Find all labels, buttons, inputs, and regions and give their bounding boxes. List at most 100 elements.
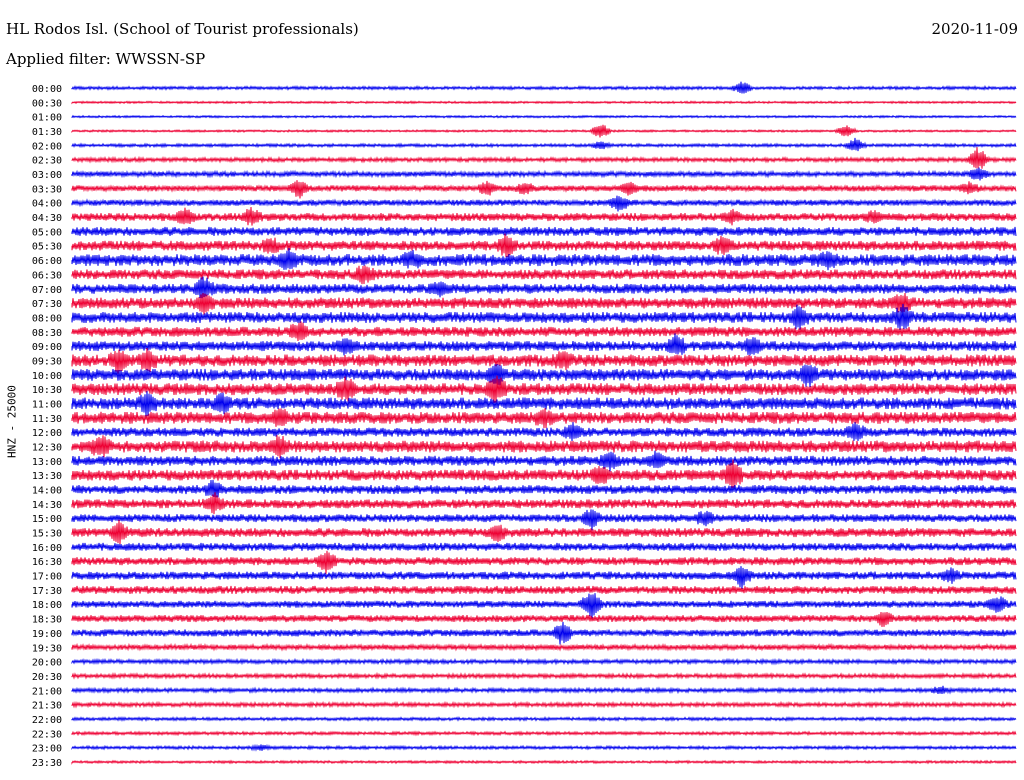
trace-line bbox=[71, 519, 1017, 545]
trace-line bbox=[71, 363, 1017, 388]
time-tick-label: 06:00 bbox=[32, 256, 62, 267]
trace-line bbox=[71, 435, 1017, 459]
trace-line bbox=[71, 715, 1017, 723]
trace-line bbox=[71, 479, 1017, 498]
time-tick-label: 00:00 bbox=[32, 84, 62, 95]
trace-line bbox=[71, 593, 1017, 619]
time-tick-label: 07:30 bbox=[32, 299, 62, 310]
trace-line bbox=[71, 422, 1017, 442]
time-tick-label: 04:00 bbox=[32, 199, 62, 210]
time-tick-label: 07:00 bbox=[32, 285, 62, 296]
trace-line bbox=[71, 226, 1017, 236]
trace-line bbox=[71, 585, 1017, 595]
time-tick-label: 11:30 bbox=[32, 414, 62, 425]
trace-line bbox=[71, 333, 1017, 356]
trace-line bbox=[71, 621, 1017, 645]
record-date: 2020-11-09 bbox=[931, 20, 1018, 38]
time-tick-label: 14:00 bbox=[32, 486, 62, 497]
time-tick-label: 22:00 bbox=[32, 715, 62, 726]
time-tick-label: 00:30 bbox=[32, 98, 62, 109]
time-tick-label: 10:30 bbox=[32, 385, 62, 396]
trace-line bbox=[71, 730, 1017, 737]
time-tick-label: 05:00 bbox=[32, 227, 62, 238]
trace-line bbox=[71, 700, 1017, 709]
time-tick-label: 10:00 bbox=[32, 371, 62, 382]
time-tick-label: 23:30 bbox=[32, 758, 62, 769]
trace-line bbox=[71, 124, 1017, 138]
time-tick-label: 01:00 bbox=[32, 113, 62, 124]
trace-line bbox=[71, 450, 1017, 472]
trace-line bbox=[71, 550, 1017, 574]
trace-line bbox=[71, 180, 1017, 199]
time-tick-label: 16:30 bbox=[32, 557, 62, 568]
trace-line bbox=[71, 657, 1017, 666]
time-tick-label: 12:30 bbox=[32, 443, 62, 454]
trace-line bbox=[71, 147, 1017, 169]
time-tick-label: 06:30 bbox=[32, 270, 62, 281]
time-tick-label: 08:00 bbox=[32, 313, 62, 324]
trace-line bbox=[71, 265, 1017, 285]
filter-label: Applied filter: WWSSN-SP bbox=[6, 50, 206, 68]
time-tick-label: 01:30 bbox=[32, 127, 62, 138]
time-tick-label: 09:30 bbox=[32, 356, 62, 367]
trace-line bbox=[71, 492, 1017, 515]
trace-line bbox=[71, 303, 1017, 330]
time-tick-label: 02:30 bbox=[32, 156, 62, 167]
trace-line bbox=[71, 100, 1017, 105]
time-tick-label: 18:30 bbox=[32, 615, 62, 626]
trace-line bbox=[71, 276, 1017, 299]
time-tick-label: 20:00 bbox=[32, 658, 62, 669]
time-tick-label: 05:30 bbox=[32, 242, 62, 253]
time-tick-label: 21:30 bbox=[32, 701, 62, 712]
trace-line bbox=[71, 542, 1017, 551]
trace-line bbox=[71, 114, 1017, 119]
time-tick-label: 19:30 bbox=[32, 643, 62, 654]
trace-line bbox=[71, 347, 1017, 374]
trace-line bbox=[71, 642, 1017, 652]
time-tick-label: 03:30 bbox=[32, 184, 62, 195]
trace-line bbox=[71, 248, 1017, 271]
time-tick-label: 22:30 bbox=[32, 729, 62, 740]
trace-line bbox=[71, 743, 1017, 752]
time-tick-label: 14:30 bbox=[32, 500, 62, 511]
trace-line bbox=[71, 195, 1017, 212]
trace-line bbox=[71, 81, 1017, 94]
trace-line bbox=[71, 611, 1017, 628]
time-tick-label: 13:30 bbox=[32, 471, 62, 482]
trace-line bbox=[71, 375, 1017, 404]
trace-line bbox=[71, 459, 1017, 489]
time-tick-label: 20:30 bbox=[32, 672, 62, 683]
trace-line bbox=[71, 671, 1017, 680]
trace-line bbox=[71, 685, 1017, 695]
time-tick-label: 18:00 bbox=[32, 600, 62, 611]
trace-line bbox=[71, 137, 1017, 152]
trace-line bbox=[71, 408, 1017, 429]
time-tick-label: 09:00 bbox=[32, 342, 62, 353]
time-tick-label: 11:00 bbox=[32, 399, 62, 410]
trace-line bbox=[71, 206, 1017, 226]
time-tick-label: 15:00 bbox=[32, 514, 62, 525]
time-tick-label: 16:00 bbox=[32, 543, 62, 554]
trace-line bbox=[71, 233, 1017, 258]
time-tick-label: 02:00 bbox=[32, 141, 62, 152]
time-tick-label: 17:30 bbox=[32, 586, 62, 597]
trace-line bbox=[71, 509, 1017, 531]
time-tick-label: 15:30 bbox=[32, 529, 62, 540]
time-tick-label: 23:00 bbox=[32, 744, 62, 755]
station-title: HL Rodos Isl. (School of Tourist profess… bbox=[6, 20, 359, 38]
time-tick-label: 03:00 bbox=[32, 170, 62, 181]
time-tick-label: 19:00 bbox=[32, 629, 62, 640]
trace-line bbox=[71, 759, 1017, 765]
time-tick-label: 13:00 bbox=[32, 457, 62, 468]
trace-line bbox=[71, 167, 1017, 181]
trace-line bbox=[71, 391, 1017, 417]
trace-line bbox=[71, 292, 1017, 315]
trace-line bbox=[71, 321, 1017, 342]
trace-line bbox=[71, 566, 1017, 589]
time-tick-label: 21:00 bbox=[32, 686, 62, 697]
time-tick-label: 08:30 bbox=[32, 328, 62, 339]
time-tick-label: 12:00 bbox=[32, 428, 62, 439]
time-tick-label: 04:30 bbox=[32, 213, 62, 224]
